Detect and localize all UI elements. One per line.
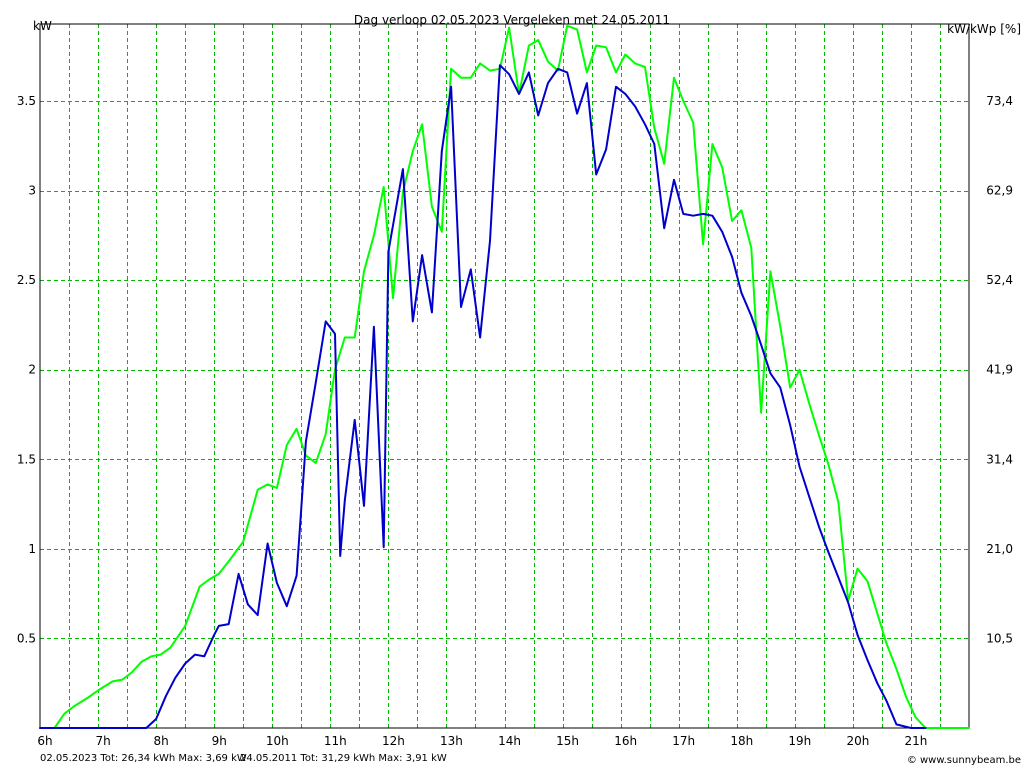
series-lines [39, 24, 970, 729]
y-axis-label-right: kW/kWp [%] [947, 22, 1021, 36]
y-tick-label-right: 73,4 [986, 94, 1013, 108]
credit-text: © www.sunnybeam.be [907, 755, 1021, 766]
y-tick-label-right: 62,9 [986, 184, 1013, 198]
y-tick-label-right: 21,0 [986, 542, 1013, 556]
x-tick-label: 12h [382, 734, 405, 748]
x-tick-label: 13h [440, 734, 463, 748]
y-tick-label-left: 1.5 [17, 452, 36, 466]
y-axis-label-left: kW [33, 19, 52, 33]
x-tick-label: 19h [788, 734, 811, 748]
x-tick-label: 11h [324, 734, 347, 748]
x-tick-label: 9h [212, 734, 227, 748]
y-tick-label-left: 3.5 [17, 94, 36, 108]
x-tick-label: 17h [672, 734, 695, 748]
x-tick-label: 10h [266, 734, 289, 748]
legend-series-2023: 02.05.2023 Tot: 26,34 kWh Max: 3,69 kW [40, 753, 247, 764]
chart-title: Dag verloop 02.05.2023 Vergeleken met 24… [354, 13, 670, 27]
plot-area-frame [39, 23, 970, 729]
x-tick-label: 16h [614, 734, 637, 748]
x-tick-label: 8h [154, 734, 169, 748]
series-line-2023 [39, 64, 927, 729]
y-tick-label-left: 1 [28, 542, 36, 556]
legend-series-2011: 24.05.2011 Tot: 31,29 kWh Max: 3,91 kW [240, 753, 447, 764]
x-tick-label: 6h [37, 734, 52, 748]
y-tick-label-left: 2 [28, 363, 36, 377]
grid-lines [40, 24, 969, 728]
x-tick-label: 18h [730, 734, 753, 748]
x-tick-label: 21h [905, 734, 928, 748]
y-tick-label-left: 0.5 [17, 631, 36, 645]
y-tick-label-left: 2.5 [17, 273, 36, 287]
series-line-2011 [39, 24, 970, 729]
y-tick-label-right: 41,9 [986, 363, 1013, 377]
x-tick-label: 15h [556, 734, 579, 748]
x-tick-label: 20h [846, 734, 869, 748]
y-tick-label-left: 3 [28, 184, 36, 198]
y-tick-label-right: 10,5 [986, 631, 1013, 645]
x-tick-label: 14h [498, 734, 521, 748]
tick-labels: 6h 7h 8h 9h 10h 11h 12h 13h 14h 15h 16h 17h 18h 19h 20… [17, 94, 1013, 748]
y-tick-label-right: 31,4 [986, 452, 1013, 466]
y-tick-label-right: 52,4 [986, 273, 1013, 287]
x-tick-label: 7h [95, 734, 110, 748]
